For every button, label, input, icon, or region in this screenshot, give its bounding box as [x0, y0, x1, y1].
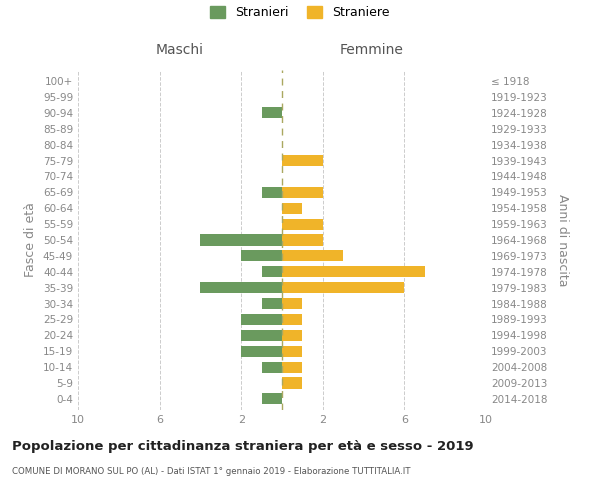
Text: Maschi: Maschi	[156, 44, 204, 58]
Bar	[262, 298, 282, 309]
Bar	[262, 362, 282, 372]
Bar	[282, 155, 323, 166]
Bar	[262, 187, 282, 198]
Y-axis label: Anni di nascita: Anni di nascita	[556, 194, 569, 286]
Bar	[282, 346, 302, 357]
Bar	[282, 187, 323, 198]
Bar	[282, 330, 302, 341]
Text: Popolazione per cittadinanza straniera per età e sesso - 2019: Popolazione per cittadinanza straniera p…	[12, 440, 473, 453]
Bar	[282, 314, 302, 325]
Bar	[241, 250, 282, 262]
Bar	[282, 218, 323, 230]
Bar	[282, 250, 343, 262]
Bar	[262, 266, 282, 278]
Legend: Stranieri, Straniere: Stranieri, Straniere	[205, 1, 395, 24]
Bar	[241, 330, 282, 341]
Bar	[282, 234, 323, 246]
Bar	[241, 314, 282, 325]
Bar	[200, 234, 282, 246]
Y-axis label: Fasce di età: Fasce di età	[25, 202, 37, 278]
Bar	[282, 282, 404, 293]
Text: Femmine: Femmine	[340, 44, 404, 58]
Bar	[200, 282, 282, 293]
Bar	[241, 346, 282, 357]
Bar	[282, 202, 302, 214]
Bar	[262, 394, 282, 404]
Bar	[282, 378, 302, 388]
Bar	[282, 298, 302, 309]
Text: COMUNE DI MORANO SUL PO (AL) - Dati ISTAT 1° gennaio 2019 - Elaborazione TUTTITA: COMUNE DI MORANO SUL PO (AL) - Dati ISTA…	[12, 468, 410, 476]
Bar	[282, 362, 302, 372]
Bar	[282, 266, 425, 278]
Bar	[262, 108, 282, 118]
